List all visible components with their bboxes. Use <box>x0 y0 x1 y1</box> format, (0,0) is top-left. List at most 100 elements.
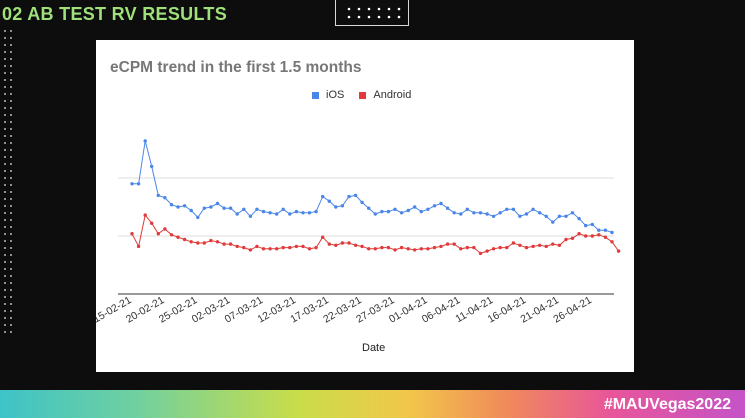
data-point-android-49 <box>452 242 456 246</box>
slide-title: 02 AB TEST RV RESULTS <box>2 4 228 24</box>
legend-swatch-ios <box>312 91 319 99</box>
data-point-ios-32 <box>340 204 345 208</box>
data-point-android-3 <box>150 221 154 225</box>
data-point-android-69 <box>584 234 588 238</box>
data-point-android-0 <box>130 232 134 236</box>
data-point-ios-4 <box>156 193 160 198</box>
data-point-ios-21 <box>268 211 272 215</box>
data-point-ios-33 <box>347 194 351 199</box>
data-point-ios-41 <box>399 211 404 215</box>
data-point-ios-50 <box>459 212 463 216</box>
data-point-android-53 <box>478 251 483 256</box>
data-point-ios-35 <box>360 200 364 205</box>
data-point-android-38 <box>380 245 384 250</box>
data-point-ios-13 <box>215 201 220 206</box>
data-point-android-66 <box>564 237 568 242</box>
data-point-android-65 <box>557 243 562 247</box>
decorative-dot-column <box>2 28 16 343</box>
data-point-ios-6 <box>169 203 174 207</box>
data-point-android-16 <box>235 244 239 249</box>
data-point-ios-36 <box>367 206 371 210</box>
data-point-android-7 <box>176 235 180 239</box>
data-point-ios-10 <box>196 215 200 220</box>
data-point-ios-46 <box>432 204 437 208</box>
data-point-android-50 <box>459 247 463 251</box>
data-point-ios-18 <box>248 214 253 218</box>
data-point-android-31 <box>334 243 338 247</box>
data-point-android-63 <box>544 244 548 249</box>
data-point-android-30 <box>327 242 331 246</box>
data-point-ios-67 <box>570 211 575 215</box>
bottom-gradient-band <box>0 390 745 418</box>
data-point-android-9 <box>189 240 193 244</box>
chart-legend: iOS Android <box>312 89 423 102</box>
data-point-ios-40 <box>393 207 397 211</box>
data-point-android-47 <box>439 244 443 249</box>
data-point-ios-16 <box>235 212 239 216</box>
data-point-ios-57 <box>505 207 509 211</box>
chart-panel: 15-02-21 20-02-21 25-02-21 02-03-21 07-03-21… <box>96 40 634 372</box>
data-point-ios-54 <box>485 212 489 216</box>
series-line-ios <box>132 140 613 233</box>
data-point-android-56 <box>498 245 502 250</box>
data-point-android-72 <box>603 235 608 239</box>
data-point-android-48 <box>445 242 450 246</box>
data-point-ios-20 <box>261 209 266 214</box>
data-point-android-40 <box>393 248 397 252</box>
data-point-ios-23 <box>281 207 285 211</box>
data-point-android-51 <box>465 245 469 250</box>
legend-item-ios: iOS <box>312 89 344 101</box>
data-point-android-59 <box>518 243 522 247</box>
data-point-ios-19 <box>255 207 259 211</box>
data-point-ios-34 <box>353 193 358 198</box>
data-point-android-52 <box>472 245 476 250</box>
data-point-android-57 <box>505 245 509 250</box>
legend-label-android: Android <box>373 89 412 101</box>
data-point-ios-1 <box>136 182 141 186</box>
data-point-ios-49 <box>452 211 456 215</box>
data-point-android-33 <box>347 241 351 245</box>
data-point-ios-7 <box>176 205 180 209</box>
data-point-android-21 <box>268 247 272 251</box>
data-point-ios-38 <box>380 209 384 214</box>
data-point-ios-12 <box>209 205 213 209</box>
data-point-ios-3 <box>150 164 154 169</box>
data-point-android-61 <box>531 244 535 249</box>
data-point-ios-15 <box>228 206 233 210</box>
data-point-ios-48 <box>445 206 450 210</box>
logo-dots-icon <box>335 0 409 26</box>
line-chart: 15-02-2120-02-2125-02-2102-03-2107-03-21… <box>96 139 621 326</box>
data-point-android-24 <box>288 245 292 250</box>
data-point-android-18 <box>248 248 253 252</box>
data-point-android-42 <box>406 247 410 251</box>
data-point-android-26 <box>301 244 305 249</box>
data-point-android-22 <box>275 247 279 251</box>
data-point-ios-17 <box>242 207 246 211</box>
data-point-ios-62 <box>538 211 542 215</box>
data-point-ios-70 <box>590 222 594 227</box>
data-point-android-29 <box>321 235 325 239</box>
data-point-ios-27 <box>307 211 312 215</box>
chart-title: eCPM trend in the first 1.5 months <box>110 59 362 76</box>
data-point-ios-60 <box>524 212 529 216</box>
data-point-android-54 <box>485 249 489 253</box>
data-point-android-41 <box>399 245 404 250</box>
data-point-android-58 <box>511 241 516 245</box>
data-point-android-17 <box>242 245 246 250</box>
data-point-ios-43 <box>413 205 417 209</box>
data-point-ios-73 <box>610 230 614 235</box>
data-point-android-46 <box>432 245 437 250</box>
data-point-android-27 <box>307 247 312 251</box>
data-point-android-8 <box>182 237 187 242</box>
data-point-ios-8 <box>182 204 187 208</box>
data-point-android-13 <box>215 240 220 244</box>
data-point-ios-71 <box>597 228 601 232</box>
data-point-android-12 <box>209 238 213 243</box>
data-point-android-71 <box>597 233 601 237</box>
data-point-ios-11 <box>202 206 206 210</box>
data-point-android-23 <box>281 245 285 250</box>
data-point-android-11 <box>202 241 206 245</box>
data-point-android-10 <box>196 241 200 245</box>
data-point-android-60 <box>524 245 529 250</box>
data-point-android-28 <box>314 245 318 250</box>
